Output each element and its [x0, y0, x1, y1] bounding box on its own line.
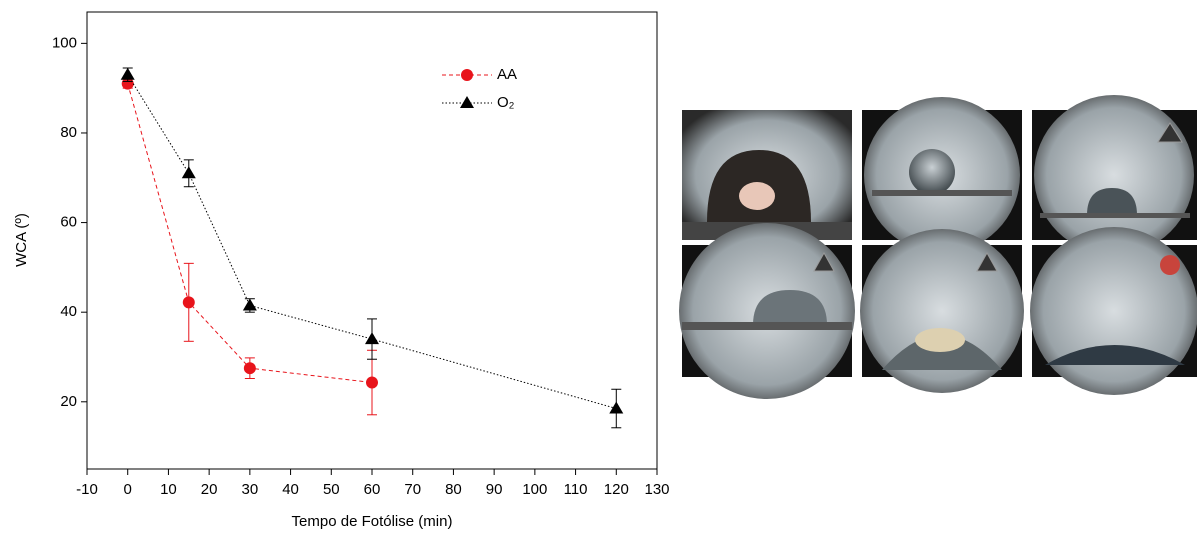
- photo: [862, 97, 1022, 253]
- marker: [242, 298, 257, 311]
- marker: [181, 166, 196, 179]
- y-tick-label: 20: [60, 393, 77, 410]
- marker: [461, 69, 473, 81]
- x-tick-label: 110: [564, 481, 588, 498]
- marker: [460, 96, 474, 108]
- photo: [860, 229, 1024, 393]
- x-axis-label: Tempo de Fotólise (min): [292, 513, 453, 530]
- x-tick-label: 100: [522, 481, 547, 498]
- x-tick-label: 60: [364, 481, 381, 498]
- photos: [679, 95, 1197, 399]
- x-tick-label: 130: [644, 481, 669, 498]
- photo: [679, 223, 855, 399]
- x-tick-label: 50: [323, 481, 340, 498]
- x-tick-label: 0: [124, 481, 132, 498]
- x-tick-label: 30: [242, 481, 259, 498]
- marker: [609, 401, 624, 414]
- x-tick-label: 40: [282, 481, 299, 498]
- marker: [365, 332, 379, 345]
- marker: [121, 77, 134, 90]
- marker: [120, 67, 135, 80]
- y-tick-label: 80: [60, 124, 77, 141]
- y-tick-label: 60: [60, 214, 77, 231]
- photo: [1030, 227, 1197, 395]
- series-line: [127, 74, 617, 409]
- marker: [243, 362, 256, 375]
- marker: [182, 296, 195, 309]
- photo: [682, 110, 852, 240]
- x-tick-label: -10: [76, 481, 98, 498]
- y-tick-label: 40: [60, 303, 77, 320]
- x-tick-label: 80: [445, 481, 462, 498]
- legend-label: O₂: [497, 94, 515, 111]
- x-tick-label: 120: [604, 481, 629, 498]
- marker: [366, 376, 378, 389]
- legend-label: AA: [497, 66, 517, 83]
- series-line: [127, 83, 373, 384]
- x-tick-label: 90: [486, 481, 503, 498]
- x-tick-label: 20: [201, 481, 218, 498]
- y-tick-label: 100: [52, 34, 77, 51]
- y-axis-label: WCA (º): [13, 213, 30, 267]
- x-tick-label: 10: [160, 481, 177, 498]
- x-tick-label: 70: [404, 481, 421, 498]
- photo: [1032, 95, 1197, 255]
